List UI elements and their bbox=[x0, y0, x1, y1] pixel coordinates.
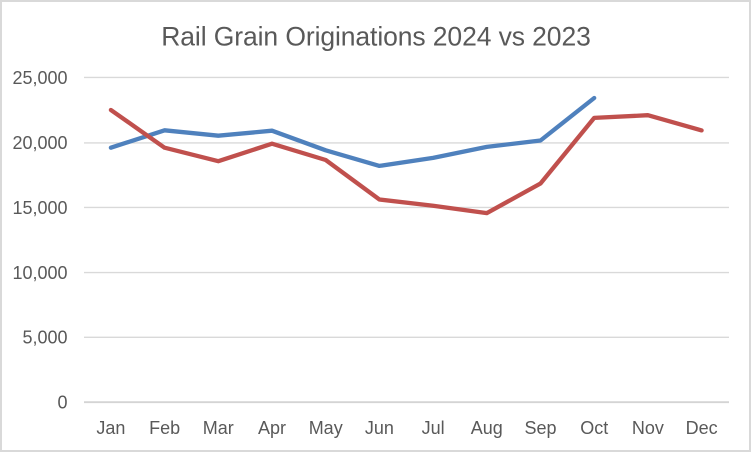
svg-text:Jun: Jun bbox=[365, 418, 394, 438]
svg-text:May: May bbox=[309, 418, 343, 438]
svg-text:5,000: 5,000 bbox=[22, 328, 67, 348]
svg-text:10,000: 10,000 bbox=[12, 263, 67, 283]
svg-text:Apr: Apr bbox=[258, 418, 286, 438]
svg-text:Aug: Aug bbox=[471, 418, 503, 438]
svg-text:Mar: Mar bbox=[203, 418, 234, 438]
svg-text:20,000: 20,000 bbox=[12, 133, 67, 153]
svg-text:Oct: Oct bbox=[580, 418, 608, 438]
svg-text:Jan: Jan bbox=[96, 418, 125, 438]
svg-text:Feb: Feb bbox=[149, 418, 180, 438]
svg-text:0: 0 bbox=[57, 393, 67, 413]
svg-text:15,000: 15,000 bbox=[12, 198, 67, 218]
svg-text:Rail Grain Originations 2024 v: Rail Grain Originations 2024 vs 2023 bbox=[161, 22, 590, 52]
svg-text:Nov: Nov bbox=[632, 418, 664, 438]
svg-text:Jul: Jul bbox=[422, 418, 445, 438]
svg-text:25,000: 25,000 bbox=[12, 68, 67, 88]
svg-text:Sep: Sep bbox=[524, 418, 556, 438]
svg-text:Dec: Dec bbox=[686, 418, 718, 438]
